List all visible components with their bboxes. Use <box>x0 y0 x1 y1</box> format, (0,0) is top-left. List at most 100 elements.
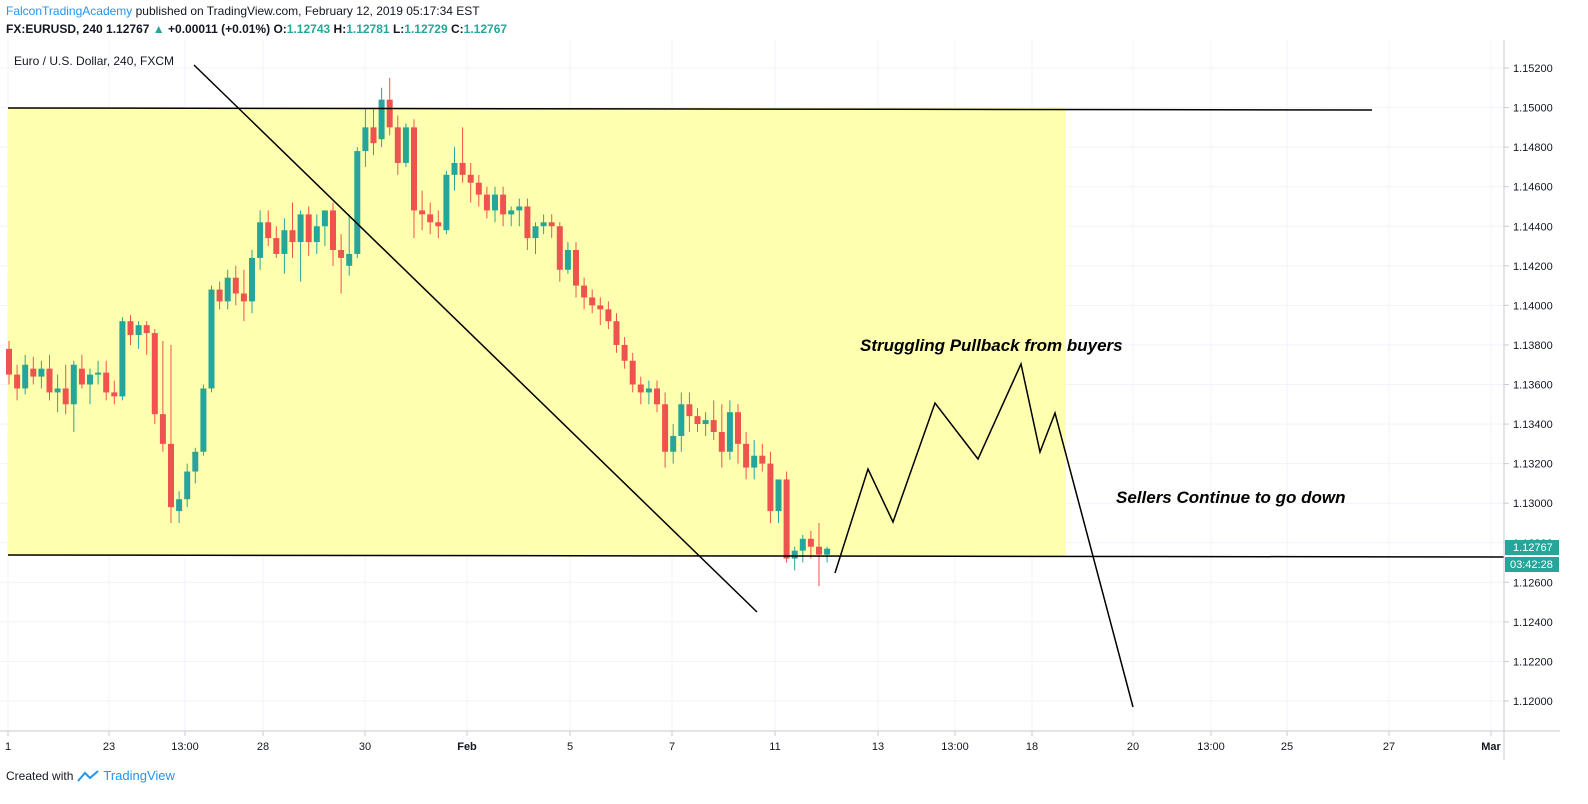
author-link[interactable]: FalconTradingAcademy <box>6 4 133 18</box>
candle-body <box>216 289 223 302</box>
candle-body <box>297 214 304 243</box>
tradingview-link[interactable]: TradingView <box>103 768 175 783</box>
candle-body <box>354 151 361 254</box>
last-price: 1.12767 <box>106 22 150 36</box>
candle-body <box>192 451 199 472</box>
candle-body <box>621 344 628 361</box>
candle-body <box>564 249 571 270</box>
resistance-line <box>7 107 1373 111</box>
candle-body <box>127 321 134 336</box>
candle-body <box>710 420 717 432</box>
candle-body <box>151 333 158 415</box>
candle-body <box>265 222 272 239</box>
candle-body <box>103 372 110 393</box>
candle-body <box>735 412 741 444</box>
x-tick-label: 13:00 <box>171 741 199 753</box>
high-label: H: <box>333 22 347 36</box>
candle-body <box>224 277 231 302</box>
y-tick-label: 1.13200 <box>1513 459 1553 471</box>
candle-body <box>694 416 701 425</box>
y-tick-label: 1.13800 <box>1513 340 1553 352</box>
candle-body <box>240 293 247 302</box>
y-tick-label: 1.12000 <box>1513 696 1553 708</box>
candle-body <box>208 289 215 389</box>
candle-body <box>654 388 660 405</box>
candle-body <box>451 162 458 175</box>
candle-body <box>305 214 312 243</box>
footer: Created with TradingView <box>6 768 175 783</box>
symbol-title: Euro / U.S. Dollar, 240, FXCM <box>14 54 174 68</box>
range-zone <box>8 108 1066 556</box>
x-tick-label: 27 <box>1383 741 1395 753</box>
publish-line: FalconTradingAcademy published on Tradin… <box>6 4 480 18</box>
candle-body <box>168 443 174 508</box>
y-tick-label: 1.13400 <box>1513 419 1553 431</box>
candle-body <box>143 325 150 334</box>
time-axis[interactable]: 1 23 13:00 28 30 Feb 5 7 11 13 13:00 18 20 13:00 25 27 M… <box>5 731 1502 753</box>
candle-body <box>289 230 296 243</box>
candle-body <box>532 226 539 239</box>
candle-body <box>605 309 612 322</box>
candle-body <box>257 222 264 258</box>
y-tick-label: 1.14600 <box>1513 182 1553 194</box>
candle-body <box>613 321 620 345</box>
open-value: 1.12743 <box>286 22 331 36</box>
candle-body <box>500 194 507 215</box>
x-tick-label: 5 <box>567 741 573 753</box>
candle-body <box>38 368 45 377</box>
candle-body <box>751 455 758 468</box>
x-tick-label: 28 <box>257 741 269 753</box>
candle-body <box>718 431 725 452</box>
candle-body <box>6 348 12 375</box>
close-label: C: <box>451 22 464 36</box>
candle-body <box>573 249 579 286</box>
y-tick-label: 1.13600 <box>1513 380 1553 392</box>
candle-body <box>87 374 93 385</box>
candle-body <box>378 99 385 140</box>
candle-body <box>759 455 766 464</box>
x-tick-label: Mar <box>1481 741 1501 753</box>
candle-body <box>678 404 685 436</box>
candle-body <box>702 420 709 425</box>
candle-body <box>232 277 239 294</box>
candle-body <box>321 210 328 227</box>
candle-body <box>807 538 814 547</box>
candle-body <box>540 222 547 227</box>
candle-body <box>411 127 417 211</box>
candle-body <box>824 548 831 555</box>
candle-body <box>548 222 555 227</box>
candle-body <box>475 182 482 195</box>
annotation-pullback: Struggling Pullback from buyers <box>860 336 1123 355</box>
candle-body <box>281 230 288 254</box>
candle-body <box>370 127 377 144</box>
candle-body <box>524 206 531 239</box>
candle-body <box>111 392 118 397</box>
x-tick-label: 23 <box>103 741 115 753</box>
candle-body <box>726 412 733 452</box>
low-value: 1.12729 <box>404 22 448 36</box>
x-tick-label: 11 <box>769 741 780 753</box>
candle-body <box>686 404 693 417</box>
candle-body <box>783 479 790 559</box>
candle-body <box>483 194 490 211</box>
candle-body <box>775 479 782 512</box>
up-arrow-icon: ▲ <box>152 22 165 36</box>
price-tag-bg <box>1505 540 1559 555</box>
candle-body <box>386 99 393 128</box>
price-tag: 1.12767 <box>1513 542 1553 554</box>
x-tick-label: 13 <box>872 741 884 753</box>
candle-body <box>597 305 604 310</box>
candle-body <box>743 443 750 468</box>
candle-body <box>662 404 669 452</box>
countdown-bg <box>1505 557 1559 572</box>
candle-body <box>200 388 207 452</box>
x-tick-label: 7 <box>669 741 675 753</box>
price-axis[interactable]: 1.15200 1.15000 1.14800 1.14600 1.14400 1.142… <box>1504 63 1553 708</box>
x-tick-label: 30 <box>359 741 371 753</box>
created-with-label: Created with <box>6 768 74 783</box>
candle-body <box>508 210 515 215</box>
support-line <box>7 554 1505 558</box>
candle-body <box>767 463 774 512</box>
close-value: 1.12767 <box>463 22 508 36</box>
